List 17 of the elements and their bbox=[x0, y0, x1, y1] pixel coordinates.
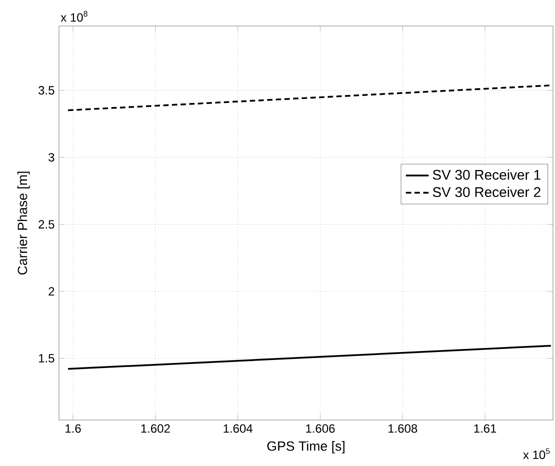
text: x 10$^{8}$ bbox=[60, 10, 88, 22]
x-tick-label: 1.602 bbox=[141, 424, 170, 433]
legend-label: SV 30 Receiver 2 bbox=[432, 186, 540, 198]
x-tick-label: 1.61 bbox=[474, 424, 496, 433]
y-tick-label: 2.5 bbox=[38, 220, 54, 229]
y-axis-title: Carrier Phase [m] bbox=[17, 172, 30, 275]
legend-label: SV 30 Receiver 1 bbox=[432, 169, 540, 180]
x-tick-label: 1.6 bbox=[66, 424, 81, 433]
x-tick-label: 1.604 bbox=[224, 424, 252, 433]
text: x 10$^{5}$ bbox=[523, 448, 550, 460]
x-tick-label: 1.608 bbox=[388, 424, 418, 433]
y-tick-label: 3.5 bbox=[38, 86, 54, 95]
y-tick-label: 2 bbox=[48, 287, 54, 296]
x-tick-label: 1.606 bbox=[306, 424, 335, 433]
x-axis-title: GPS Time [s] bbox=[267, 441, 344, 454]
y-tick-label: 1.5 bbox=[38, 354, 54, 363]
y-tick-label: 3 bbox=[48, 153, 54, 162]
